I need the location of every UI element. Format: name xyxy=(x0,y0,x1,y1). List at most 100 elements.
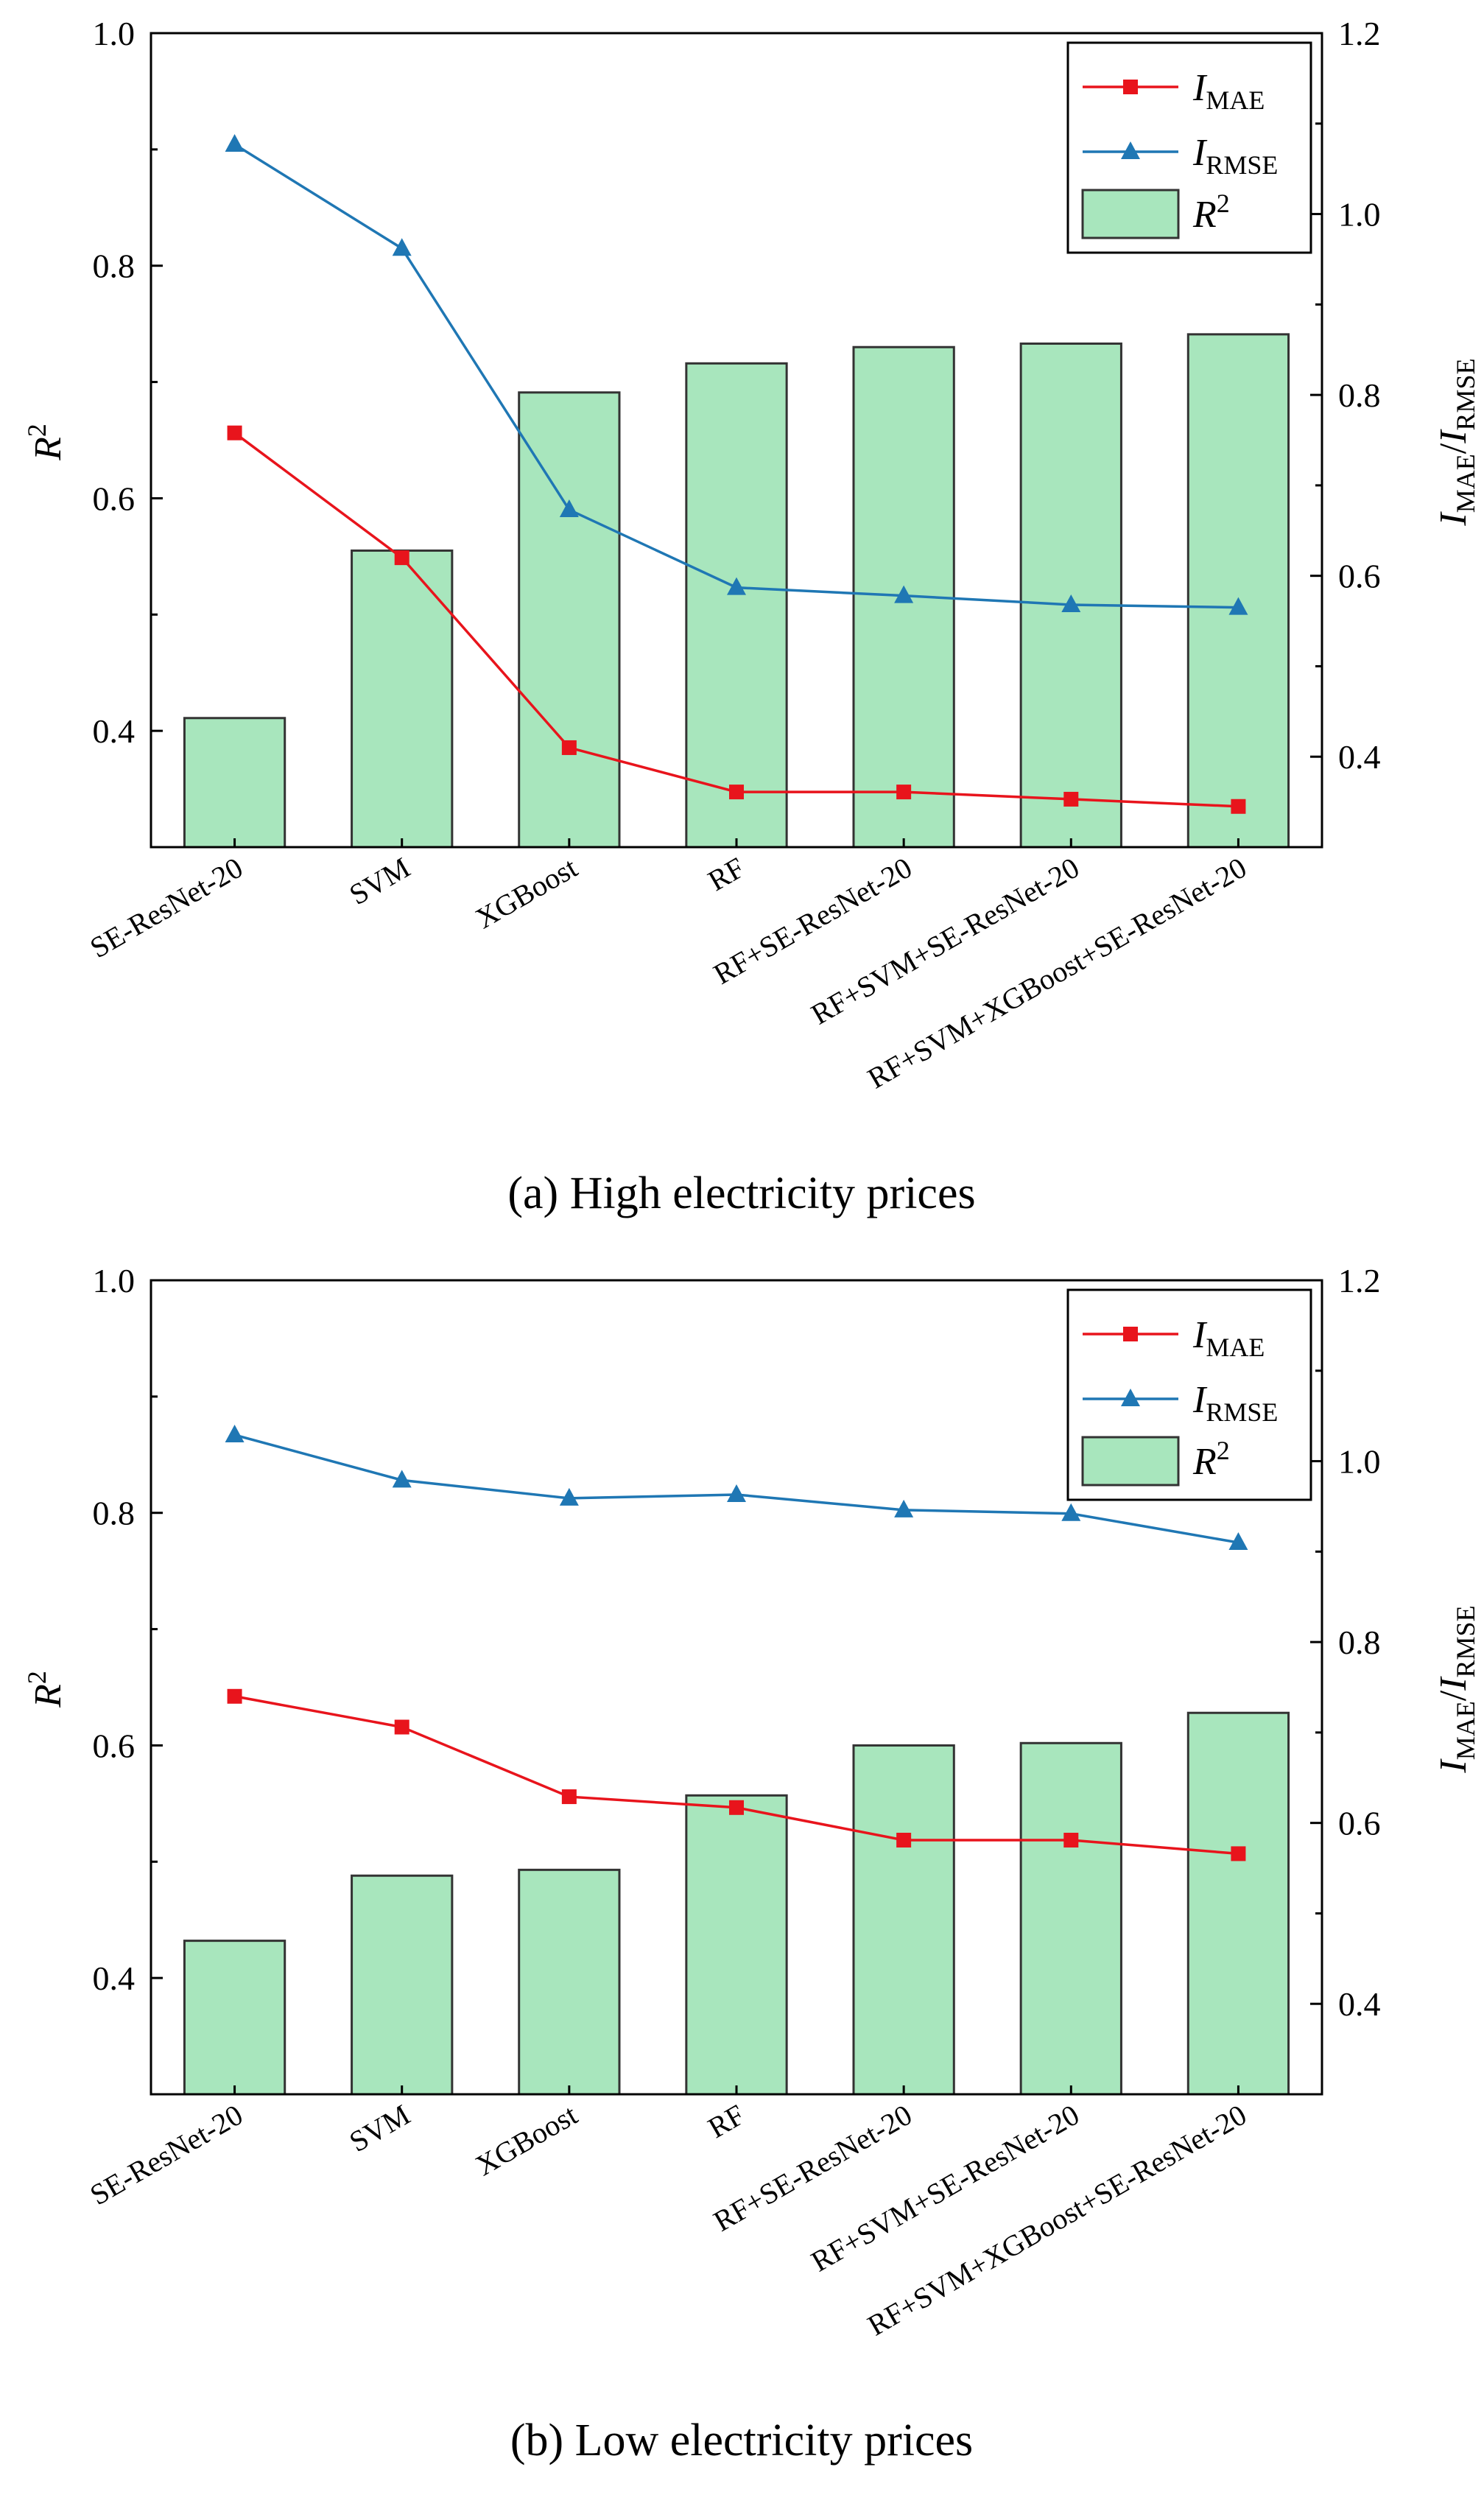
rmse-point xyxy=(727,1484,746,1502)
legend-mae-label: IMAE xyxy=(1192,67,1265,115)
legend-rmse-main: I xyxy=(1192,1379,1208,1421)
mae-point xyxy=(896,785,912,800)
category-label: SE-ResNet-20 xyxy=(84,851,248,965)
bar-RF+SVM+XGBoost+SE-ResNet-20 xyxy=(1186,1711,1290,2096)
rmse-point xyxy=(1228,1532,1248,1551)
chart-low-prices: 0.4 0.6 0.8 1.0 0.4 0.6 0.8 1.0 1.2 SE-ResNet-20 S… xyxy=(22,1262,1480,2466)
rmse-point xyxy=(225,1424,245,1442)
rmse-point xyxy=(559,1487,579,1506)
right-axis-title: IMAE/IRMSE xyxy=(1432,1605,1480,1773)
bar-SE-ResNet-20 xyxy=(183,1940,286,2096)
left-axis-ticks: 0.4 0.6 0.8 1.0 xyxy=(93,15,163,849)
category-label: XGBoost xyxy=(470,851,583,936)
right-axis-title-i2: I xyxy=(1432,1676,1474,1691)
category-label: RF xyxy=(703,2098,750,2144)
bar-RF+SVM+XGBoost+SE-ResNet-20 xyxy=(1186,333,1290,849)
left-axis-title-sup: 2 xyxy=(22,424,52,437)
mae-point xyxy=(1231,799,1246,814)
left-axis-title: R2 xyxy=(22,424,69,461)
right-axis-title-i2: I xyxy=(1432,429,1474,444)
legend-r2-swatch xyxy=(1081,189,1180,239)
left-axis-title-sup: 2 xyxy=(22,1671,52,1684)
rmse-point xyxy=(392,1470,412,1488)
legend-r2-main: R xyxy=(1192,1441,1217,1483)
legend-r2-swatch xyxy=(1081,1436,1180,1487)
category-label: SVM xyxy=(344,851,416,911)
legend-r2-label: R2 xyxy=(1192,1436,1230,1483)
rmse-point xyxy=(559,499,579,518)
mae-point xyxy=(394,550,409,566)
legend-rmse-marker xyxy=(1121,1389,1140,1406)
bar-SVM xyxy=(351,1874,454,2096)
right-tick-label: 0.6 xyxy=(1338,1805,1381,1842)
legend-r2-sup: 2 xyxy=(1217,1436,1230,1465)
left-tick-label: 0.4 xyxy=(93,712,136,750)
rmse-point xyxy=(1228,597,1248,615)
mae-point xyxy=(227,425,242,441)
right-axis-title: IMAE/IRMSE xyxy=(1432,358,1480,526)
mae-series xyxy=(227,425,1246,814)
category-labels: SE-ResNet-20 SVM XGBoost RFRF+SE-ResNet-20R… xyxy=(84,838,1252,1095)
right-axis-title-rmse: RMSE xyxy=(1451,358,1480,430)
right-tick-label: 0.8 xyxy=(1338,376,1381,414)
right-axis-title-i1: I xyxy=(1432,1758,1474,1774)
right-axis-title-sep: / xyxy=(1432,443,1474,454)
left-tick-label: 0.6 xyxy=(93,480,136,517)
legend-mae-label: IMAE xyxy=(1192,1314,1265,1362)
category-label: XGBoost xyxy=(470,2098,583,2183)
rmse-point xyxy=(392,238,412,256)
chart-caption: (a) High electricity prices xyxy=(507,1168,975,1218)
legend-mae-sub: MAE xyxy=(1206,85,1265,115)
mae-point xyxy=(896,1832,912,1847)
category-labels: SE-ResNet-20 SVM XGBoost RFRF+SE-ResNet-20R… xyxy=(84,2085,1252,2343)
legend-rmse-marker xyxy=(1121,141,1140,159)
category-label: SVM xyxy=(344,2098,416,2158)
mae-point xyxy=(394,1719,409,1735)
bar-XGBoost xyxy=(518,1868,621,2096)
left-tick-label: 1.0 xyxy=(93,15,136,52)
rmse-series xyxy=(225,134,1248,615)
mae-point xyxy=(1063,1832,1079,1847)
chart-panel-high-prices: 0.4 0.6 0.8 1.0 0.4 0.6 0.8 1.0 1.2 SE-ResNet-20 S… xyxy=(0,0,1484,1247)
right-axis-title-rmse: RMSE xyxy=(1451,1605,1480,1677)
legend-rmse-sub: RMSE xyxy=(1206,1397,1278,1427)
right-axis-ticks: 0.4 0.6 0.8 1.0 1.2 xyxy=(1310,1262,1381,2096)
right-axis-title-i1: I xyxy=(1432,511,1474,527)
chart-panel-low-prices: 0.4 0.6 0.8 1.0 0.4 0.6 0.8 1.0 1.2 SE-ResNet-20 S… xyxy=(0,1247,1484,2494)
r2-bars xyxy=(183,1711,1290,2096)
rmse-point xyxy=(894,585,914,603)
category-label: RF+SVM+SE-ResNet-20 xyxy=(806,2098,1085,2278)
bar-RF xyxy=(685,1794,788,2096)
left-axis-title: R2 xyxy=(22,1671,69,1708)
mae-point xyxy=(1063,791,1079,807)
category-label: SE-ResNet-20 xyxy=(84,2098,248,2212)
category-label: RF xyxy=(703,851,750,897)
left-axis-ticks: 0.4 0.6 0.8 1.0 xyxy=(93,1262,163,2096)
legend-mae-main: I xyxy=(1192,1314,1208,1356)
left-tick-label: 0.4 xyxy=(93,1959,136,1997)
legend-mae-marker xyxy=(1123,1327,1138,1341)
bar-RF+SE-ResNet-20 xyxy=(852,1744,955,2096)
right-axis-title-mae: MAE xyxy=(1451,1701,1480,1760)
chart-high-prices: 0.4 0.6 0.8 1.0 0.4 0.6 0.8 1.0 1.2 SE-ResNet-20 S… xyxy=(22,15,1480,1218)
right-tick-label: 1.2 xyxy=(1338,15,1381,52)
right-tick-label: 1.0 xyxy=(1338,1443,1381,1481)
legend-mae-marker xyxy=(1123,80,1138,94)
rmse-point xyxy=(225,134,245,152)
left-tick-label: 0.8 xyxy=(93,1495,136,1532)
left-axis-title-main: R xyxy=(27,1684,69,1708)
right-tick-label: 1.2 xyxy=(1338,1262,1381,1299)
legend-rmse-label: IRMSE xyxy=(1192,1379,1278,1427)
left-tick-label: 0.8 xyxy=(93,248,136,285)
legend-mae-main: I xyxy=(1192,67,1208,109)
rmse-series xyxy=(225,1424,1248,1551)
legend-mae-sub: MAE xyxy=(1206,1333,1265,1362)
mae-series xyxy=(227,1688,1246,1861)
legend-rmse-label: IRMSE xyxy=(1192,132,1278,180)
bar-SE-ResNet-20 xyxy=(183,717,286,849)
rmse-point xyxy=(894,1499,914,1517)
legend-rmse-main: I xyxy=(1192,132,1208,174)
mae-point xyxy=(729,1800,744,1815)
